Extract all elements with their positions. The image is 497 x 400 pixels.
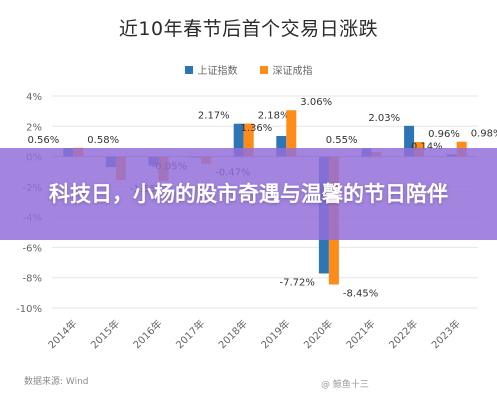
x-tick-label: 2018年 bbox=[216, 317, 250, 351]
x-tick-label: 2015年 bbox=[88, 317, 122, 351]
data-label: 2.03% bbox=[368, 113, 400, 124]
bar-1 bbox=[233, 123, 244, 157]
x-tick-label: 2021年 bbox=[343, 317, 377, 351]
legend-label-series2: 深证成指 bbox=[272, 66, 313, 77]
bar-1 bbox=[404, 125, 415, 157]
chart-legend: 上证指数 深证成指 bbox=[0, 62, 497, 77]
legend-item-series2: 深证成指 bbox=[259, 62, 313, 77]
overlay-banner: 科技日，小杨的股市奇遇与温馨的节日陪伴 bbox=[0, 148, 497, 240]
data-label: 0.14% bbox=[411, 141, 443, 152]
data-label: 2.18% bbox=[258, 111, 290, 122]
x-tick-label: 2017年 bbox=[173, 317, 207, 351]
x-tick-label: 2019年 bbox=[258, 317, 292, 351]
x-tick-label: 2023年 bbox=[429, 317, 463, 351]
source-note: 数据来源: Wind bbox=[24, 377, 89, 387]
data-label: 2.17% bbox=[198, 111, 230, 122]
data-label: 0.58% bbox=[87, 135, 119, 146]
y-tick-label: 2% bbox=[26, 122, 42, 133]
bar-2 bbox=[286, 110, 297, 157]
data-label: 3.06% bbox=[300, 97, 332, 108]
y-tick-label: -10% bbox=[16, 304, 42, 315]
x-tick-label: 2020年 bbox=[301, 317, 335, 351]
legend-item-series1: 上证指数 bbox=[184, 62, 238, 77]
y-tick-label: 4% bbox=[26, 92, 42, 103]
x-tick-label: 2014年 bbox=[45, 317, 79, 351]
data-label: -8.45% bbox=[343, 289, 378, 300]
y-tick-label: -6% bbox=[23, 243, 42, 254]
bar-2 bbox=[243, 123, 254, 157]
watermark: @ 鲸鱼十三 bbox=[321, 377, 369, 390]
bar-1 bbox=[276, 135, 287, 157]
legend-swatch-series2 bbox=[259, 65, 268, 74]
overlay-text: 科技日，小杨的股市奇遇与温馨的节日陪伴 bbox=[49, 182, 448, 206]
y-tick-label: -8% bbox=[23, 274, 42, 285]
x-tick-label: 2022年 bbox=[386, 317, 420, 351]
data-label: 0.96% bbox=[428, 129, 460, 140]
legend-label-series1: 上证指数 bbox=[197, 66, 238, 77]
page-title: 近10年春节后首个交易日涨跌 bbox=[118, 18, 379, 40]
watermark-text: @ 鲸鱼十三 bbox=[321, 380, 369, 390]
data-label: 0.98% bbox=[471, 129, 497, 140]
data-label: -7.72% bbox=[280, 277, 315, 288]
x-tick-label: 2016年 bbox=[130, 317, 164, 351]
data-label: 0.56% bbox=[28, 135, 60, 146]
data-label: 1.36% bbox=[241, 123, 273, 134]
data-label: 0.55% bbox=[326, 135, 358, 146]
legend-swatch-series1 bbox=[184, 65, 193, 74]
